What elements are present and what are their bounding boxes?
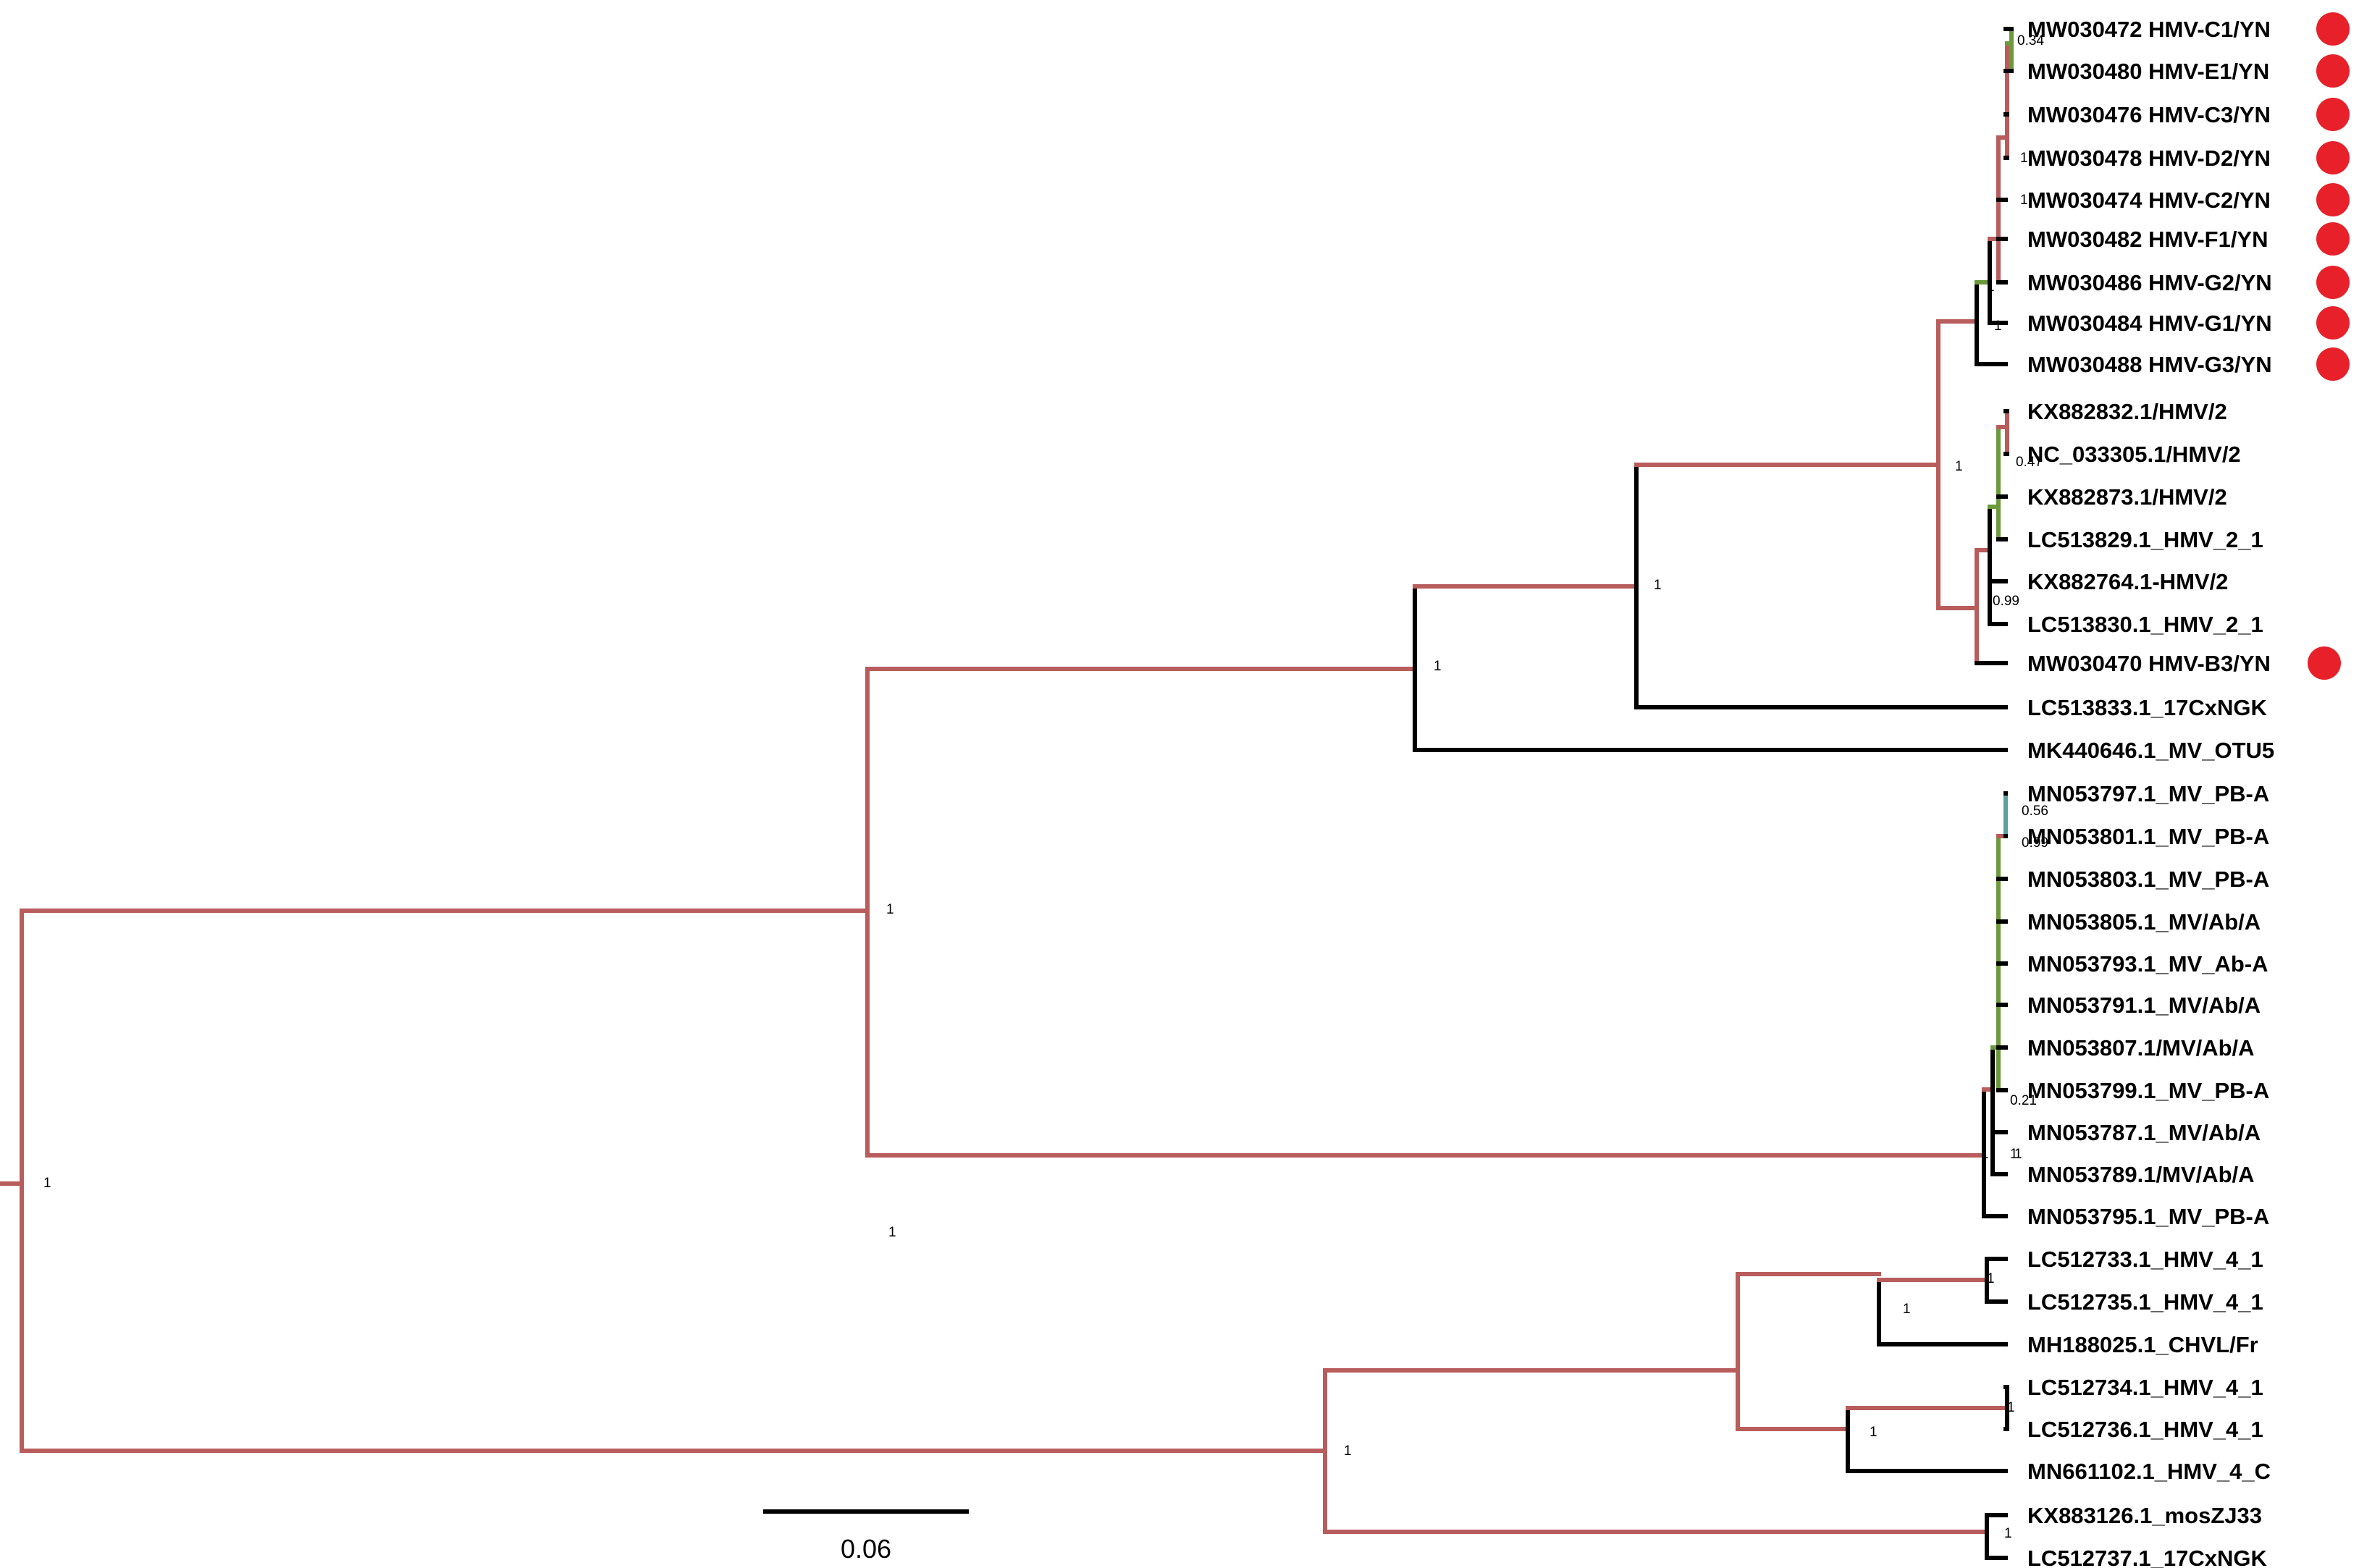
support-value: 1 [43, 1176, 51, 1191]
leaf-label: MK440646.1_MV_OTU5 [2027, 738, 2274, 763]
leaf-label: MW030482 HMV-F1/YN [2027, 227, 2268, 252]
leaf-label: MW030476 HMV-C3/YN [2027, 102, 2271, 127]
red-dot-marker [2316, 183, 2350, 216]
leaf-label: LC513830.1_HMV_2_1 [2027, 612, 2263, 637]
support-value: 1 [2014, 1147, 2022, 1162]
leaf-label: LC512733.1_HMV_4_1 [2027, 1247, 2263, 1272]
leaf-labels: MW030472 HMV-C1/YN MW030480 HMV-E1/YN MW03… [2027, 17, 2274, 1568]
red-dot-marker [2316, 12, 2350, 46]
leaf-label: MW030486 HMV-G2/YN [2027, 270, 2272, 295]
leaf-label: KX883126.1_mosZJ33 [2027, 1503, 2262, 1528]
leaf-label: MN053803.1_MV_PB-A [2027, 867, 2269, 892]
red-dot-marker [2308, 646, 2341, 680]
support-value: 1 [1987, 1271, 1995, 1286]
red-dot-marker [2316, 54, 2350, 88]
leaf-label: MN053797.1_MV_PB-A [2027, 781, 2269, 806]
support-value: 1 [1870, 1425, 1877, 1440]
leaf-label: KX882873.1/HMV/2 [2027, 484, 2227, 510]
support-value: 1 [1344, 1443, 1352, 1459]
leaf-label: LC512737.1_17CxNGK [2027, 1546, 2267, 1568]
leaf-label: LC512735.1_HMV_4_1 [2027, 1289, 2263, 1315]
red-dot-marker [2316, 266, 2350, 299]
support-values: 11111111111111111110.340.470.990.560.990… [43, 33, 2048, 1541]
support-value: 1 [886, 902, 894, 917]
support-value: 0.99 [2022, 835, 2048, 851]
leaf-label: MN053799.1_MV_PB-A [2027, 1078, 2269, 1103]
leaf-label: MW030474 HMV-C2/YN [2027, 187, 2271, 213]
leaf-label: NC_033305.1/HMV/2 [2027, 442, 2241, 467]
red-dot-marker [2316, 306, 2350, 340]
red-dot-marker [2316, 222, 2350, 256]
support-value: 1 [1955, 459, 1963, 474]
support-value: 1 [2020, 151, 2028, 166]
scale-bar-label: 0.06 [841, 1534, 891, 1564]
support-value: 0.99 [1993, 594, 2019, 609]
leaf-label: LC513833.1_17CxNGK [2027, 695, 2267, 720]
leaf-label: MN053795.1_MV_PB-A [2027, 1204, 2269, 1229]
support-value: 0.21 [2010, 1093, 2037, 1108]
support-value: 1 [1987, 279, 1995, 295]
leaf-label: MN053807.1/MV/Ab/A [2027, 1035, 2255, 1061]
leaf-label: MN053793.1_MV_Ab-A [2027, 951, 2268, 977]
leaf-label: MN053791.1_MV/Ab/A [2027, 992, 2261, 1018]
leaf-label: MN053787.1_MV/Ab/A [2027, 1120, 2261, 1145]
support-value: 0.34 [2017, 33, 2044, 49]
support-value: 1 [1981, 1147, 1989, 1162]
tree-branches [0, 27, 2014, 1560]
support-value: 1 [888, 1225, 896, 1240]
leaf-label: MH188025.1_CHVL/Fr [2027, 1332, 2258, 1357]
leaf-label: MN053805.1_MV/Ab/A [2027, 909, 2261, 935]
support-value: 1 [1994, 319, 2002, 334]
red-dot-marker [2316, 98, 2350, 131]
support-value: 1 [1903, 1302, 1911, 1317]
leaf-label: LC513829.1_HMV_2_1 [2027, 527, 2263, 552]
leaf-label: MW030472 HMV-C1/YN [2027, 17, 2271, 42]
support-value: 1 [2007, 1400, 2015, 1415]
leaf-label: MN661102.1_HMV_4_C [2027, 1459, 2271, 1484]
leaf-label: MW030470 HMV-B3/YN [2027, 651, 2271, 676]
support-value: 0.56 [2022, 804, 2048, 819]
support-value: 1 [1654, 578, 1662, 593]
scale-bar: 0.06 [763, 1509, 969, 1564]
leaf-label: KX882764.1-HMV/2 [2027, 569, 2228, 594]
leaf-label: MW030478 HMV-D2/YN [2027, 146, 2271, 171]
leaf-markers [2308, 12, 2350, 680]
red-dot-marker [2316, 141, 2350, 174]
leaf-label: MW030480 HMV-E1/YN [2027, 59, 2269, 84]
support-value: 0.47 [2016, 455, 2043, 470]
leaf-label: MW030484 HMV-G1/YN [2027, 311, 2272, 336]
support-value: 1 [2020, 193, 2028, 208]
leaf-label: KX882832.1/HMV/2 [2027, 399, 2227, 424]
leaf-label: MW030488 HMV-G3/YN [2027, 352, 2272, 377]
leaf-label: MN053789.1/MV/Ab/A [2027, 1162, 2255, 1187]
red-dot-marker [2316, 347, 2350, 381]
support-value: 1 [1434, 659, 1442, 674]
leaf-label: LC512734.1_HMV_4_1 [2027, 1375, 2263, 1400]
support-value: 1 [2004, 1526, 2012, 1541]
leaf-label: MN053801.1_MV_PB-A [2027, 824, 2269, 849]
support-value: 1 [2010, 1147, 2018, 1162]
leaf-label: LC512736.1_HMV_4_1 [2027, 1417, 2263, 1442]
